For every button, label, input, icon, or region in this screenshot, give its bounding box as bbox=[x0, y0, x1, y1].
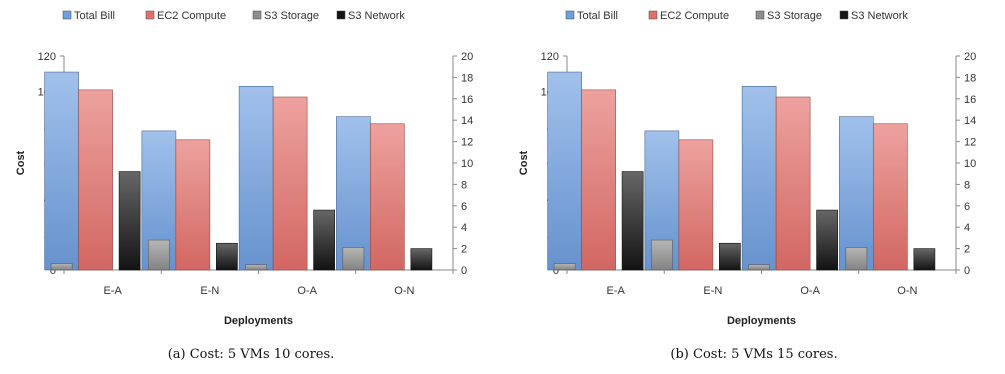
bar-total-bill-o-n bbox=[336, 116, 371, 271]
y-tick-label: 120 bbox=[541, 51, 559, 63]
bar-s3-network-o-n bbox=[913, 248, 936, 271]
legend-swatch bbox=[755, 10, 765, 20]
y2-tick-label: 0 bbox=[461, 265, 467, 277]
bar-total-bill-e-a bbox=[44, 71, 79, 271]
y2-tick-label: 4 bbox=[964, 222, 970, 234]
bar-ec2-compute-o-a bbox=[272, 96, 308, 271]
bar-s3-network-o-a bbox=[816, 209, 838, 271]
bar-ec2-compute-o-a bbox=[775, 96, 811, 271]
cost-chart-a: Total Bill EC2 Compute S3 Storage S3 Networ… bbox=[15, 10, 473, 327]
legend-label: S3 Network bbox=[348, 10, 405, 22]
y2-tick-label: 6 bbox=[461, 201, 467, 213]
bar-s3-network-e-n bbox=[216, 242, 238, 271]
cost-chart-b: Total Bill EC2 Compute S3 Storage S3 Networ… bbox=[518, 10, 976, 327]
bar-ec2-compute-e-n bbox=[678, 139, 714, 271]
bar-s3-storage-e-n bbox=[651, 239, 673, 271]
legend-swatch bbox=[145, 10, 155, 20]
y2-tick-label: 10 bbox=[964, 158, 976, 170]
legend-swatch bbox=[839, 10, 849, 20]
y2-tick-label: 6 bbox=[964, 201, 970, 213]
bar-total-bill-o-n bbox=[839, 116, 874, 271]
y2-tick-label: 10 bbox=[461, 158, 473, 170]
y2-tick-label: 12 bbox=[461, 137, 473, 149]
legend-label: Total Bill bbox=[577, 10, 618, 22]
legend-swatch bbox=[336, 10, 346, 20]
legend-swatch bbox=[648, 10, 658, 20]
y2-tick-label: 16 bbox=[461, 94, 473, 106]
y2-tick-label: 14 bbox=[964, 115, 976, 127]
bar-total-bill-o-a bbox=[741, 86, 777, 271]
y-tick-label: 0 bbox=[50, 265, 56, 277]
bar-ec2-compute-e-n bbox=[175, 139, 211, 271]
legend-label: S3 Network bbox=[851, 10, 908, 22]
y2-tick-label: 2 bbox=[461, 244, 467, 256]
y-axis-title: Cost bbox=[518, 150, 530, 175]
bar-s3-storage-e-a bbox=[50, 263, 73, 271]
legend-label: EC2 Compute bbox=[157, 10, 226, 22]
x-tick-label: O-N bbox=[394, 285, 414, 297]
bars bbox=[547, 71, 936, 271]
legend-swatch bbox=[252, 10, 262, 20]
x-tick-label: E-N bbox=[703, 285, 722, 297]
bar-total-bill-o-a bbox=[238, 86, 274, 271]
legend-swatch bbox=[62, 10, 72, 20]
legend: Total Bill EC2 Compute S3 Storage S3 Networ… bbox=[565, 10, 908, 22]
x-tick-label: O-A bbox=[800, 285, 820, 297]
bar-s3-storage-o-n bbox=[342, 247, 365, 271]
legend-swatch bbox=[565, 10, 575, 20]
x-tick-label: O-N bbox=[897, 285, 917, 297]
y2-tick-label: 14 bbox=[461, 115, 473, 127]
legend-label: S3 Storage bbox=[264, 10, 319, 22]
bar-s3-network-e-n bbox=[719, 242, 741, 271]
legend-label: S3 Storage bbox=[767, 10, 822, 22]
x-axis-title: Deployments bbox=[224, 315, 293, 327]
x-tick-label: O-A bbox=[297, 285, 317, 297]
x-tick-label: E-A bbox=[606, 285, 625, 297]
bar-s3-network-e-a bbox=[621, 171, 644, 271]
y-tick-label: 120 bbox=[38, 51, 56, 63]
bar-s3-storage-o-n bbox=[845, 247, 868, 271]
bar-ec2-compute-o-n bbox=[370, 123, 405, 271]
y2-tick-label: 16 bbox=[964, 94, 976, 106]
x-tick-label: E-A bbox=[103, 285, 122, 297]
y2-tick-label: 18 bbox=[964, 72, 976, 84]
y2-tick-label: 20 bbox=[964, 51, 976, 63]
bar-s3-storage-o-a bbox=[245, 264, 267, 271]
chart-panel-b: Total Bill EC2 Compute S3 Storage S3 Networ… bbox=[503, 0, 1005, 374]
bar-ec2-compute-o-n bbox=[873, 123, 908, 271]
y2-tick-label: 20 bbox=[461, 51, 473, 63]
y-axis-title: Cost bbox=[15, 150, 27, 175]
legend-label: Total Bill bbox=[74, 10, 115, 22]
bar-s3-storage-e-a bbox=[553, 263, 576, 271]
bar-s3-storage-e-n bbox=[148, 239, 170, 271]
figure-caption-a: (a) Cost: 5 VMs 10 cores. bbox=[167, 347, 335, 362]
y2-tick-label: 8 bbox=[461, 179, 467, 191]
y2-tick-label: 12 bbox=[964, 137, 976, 149]
bar-ec2-compute-e-a bbox=[581, 89, 616, 271]
y2-tick-label: 2 bbox=[964, 244, 970, 256]
bar-ec2-compute-e-a bbox=[78, 89, 113, 271]
bar-s3-network-o-n bbox=[410, 248, 433, 271]
bar-s3-storage-o-a bbox=[748, 264, 770, 271]
y2-tick-label: 0 bbox=[964, 265, 970, 277]
legend-label: EC2 Compute bbox=[660, 10, 729, 22]
y2-tick-label: 8 bbox=[964, 179, 970, 191]
legend: Total Bill EC2 Compute S3 Storage S3 Networ… bbox=[62, 10, 405, 22]
chart-panel-a: Total Bill EC2 Compute S3 Storage S3 Networ… bbox=[0, 0, 502, 374]
y2-tick-label: 4 bbox=[461, 222, 467, 234]
x-axis-title: Deployments bbox=[727, 315, 796, 327]
x-tick-label: E-N bbox=[200, 285, 219, 297]
y2-tick-label: 18 bbox=[461, 72, 473, 84]
bar-total-bill-e-a bbox=[547, 71, 582, 271]
bar-s3-network-o-a bbox=[313, 209, 335, 271]
y-tick-label: 0 bbox=[553, 265, 559, 277]
figure-caption-b: (b) Cost: 5 VMs 15 cores. bbox=[670, 347, 838, 362]
bar-s3-network-e-a bbox=[118, 171, 141, 271]
bars bbox=[44, 71, 433, 271]
